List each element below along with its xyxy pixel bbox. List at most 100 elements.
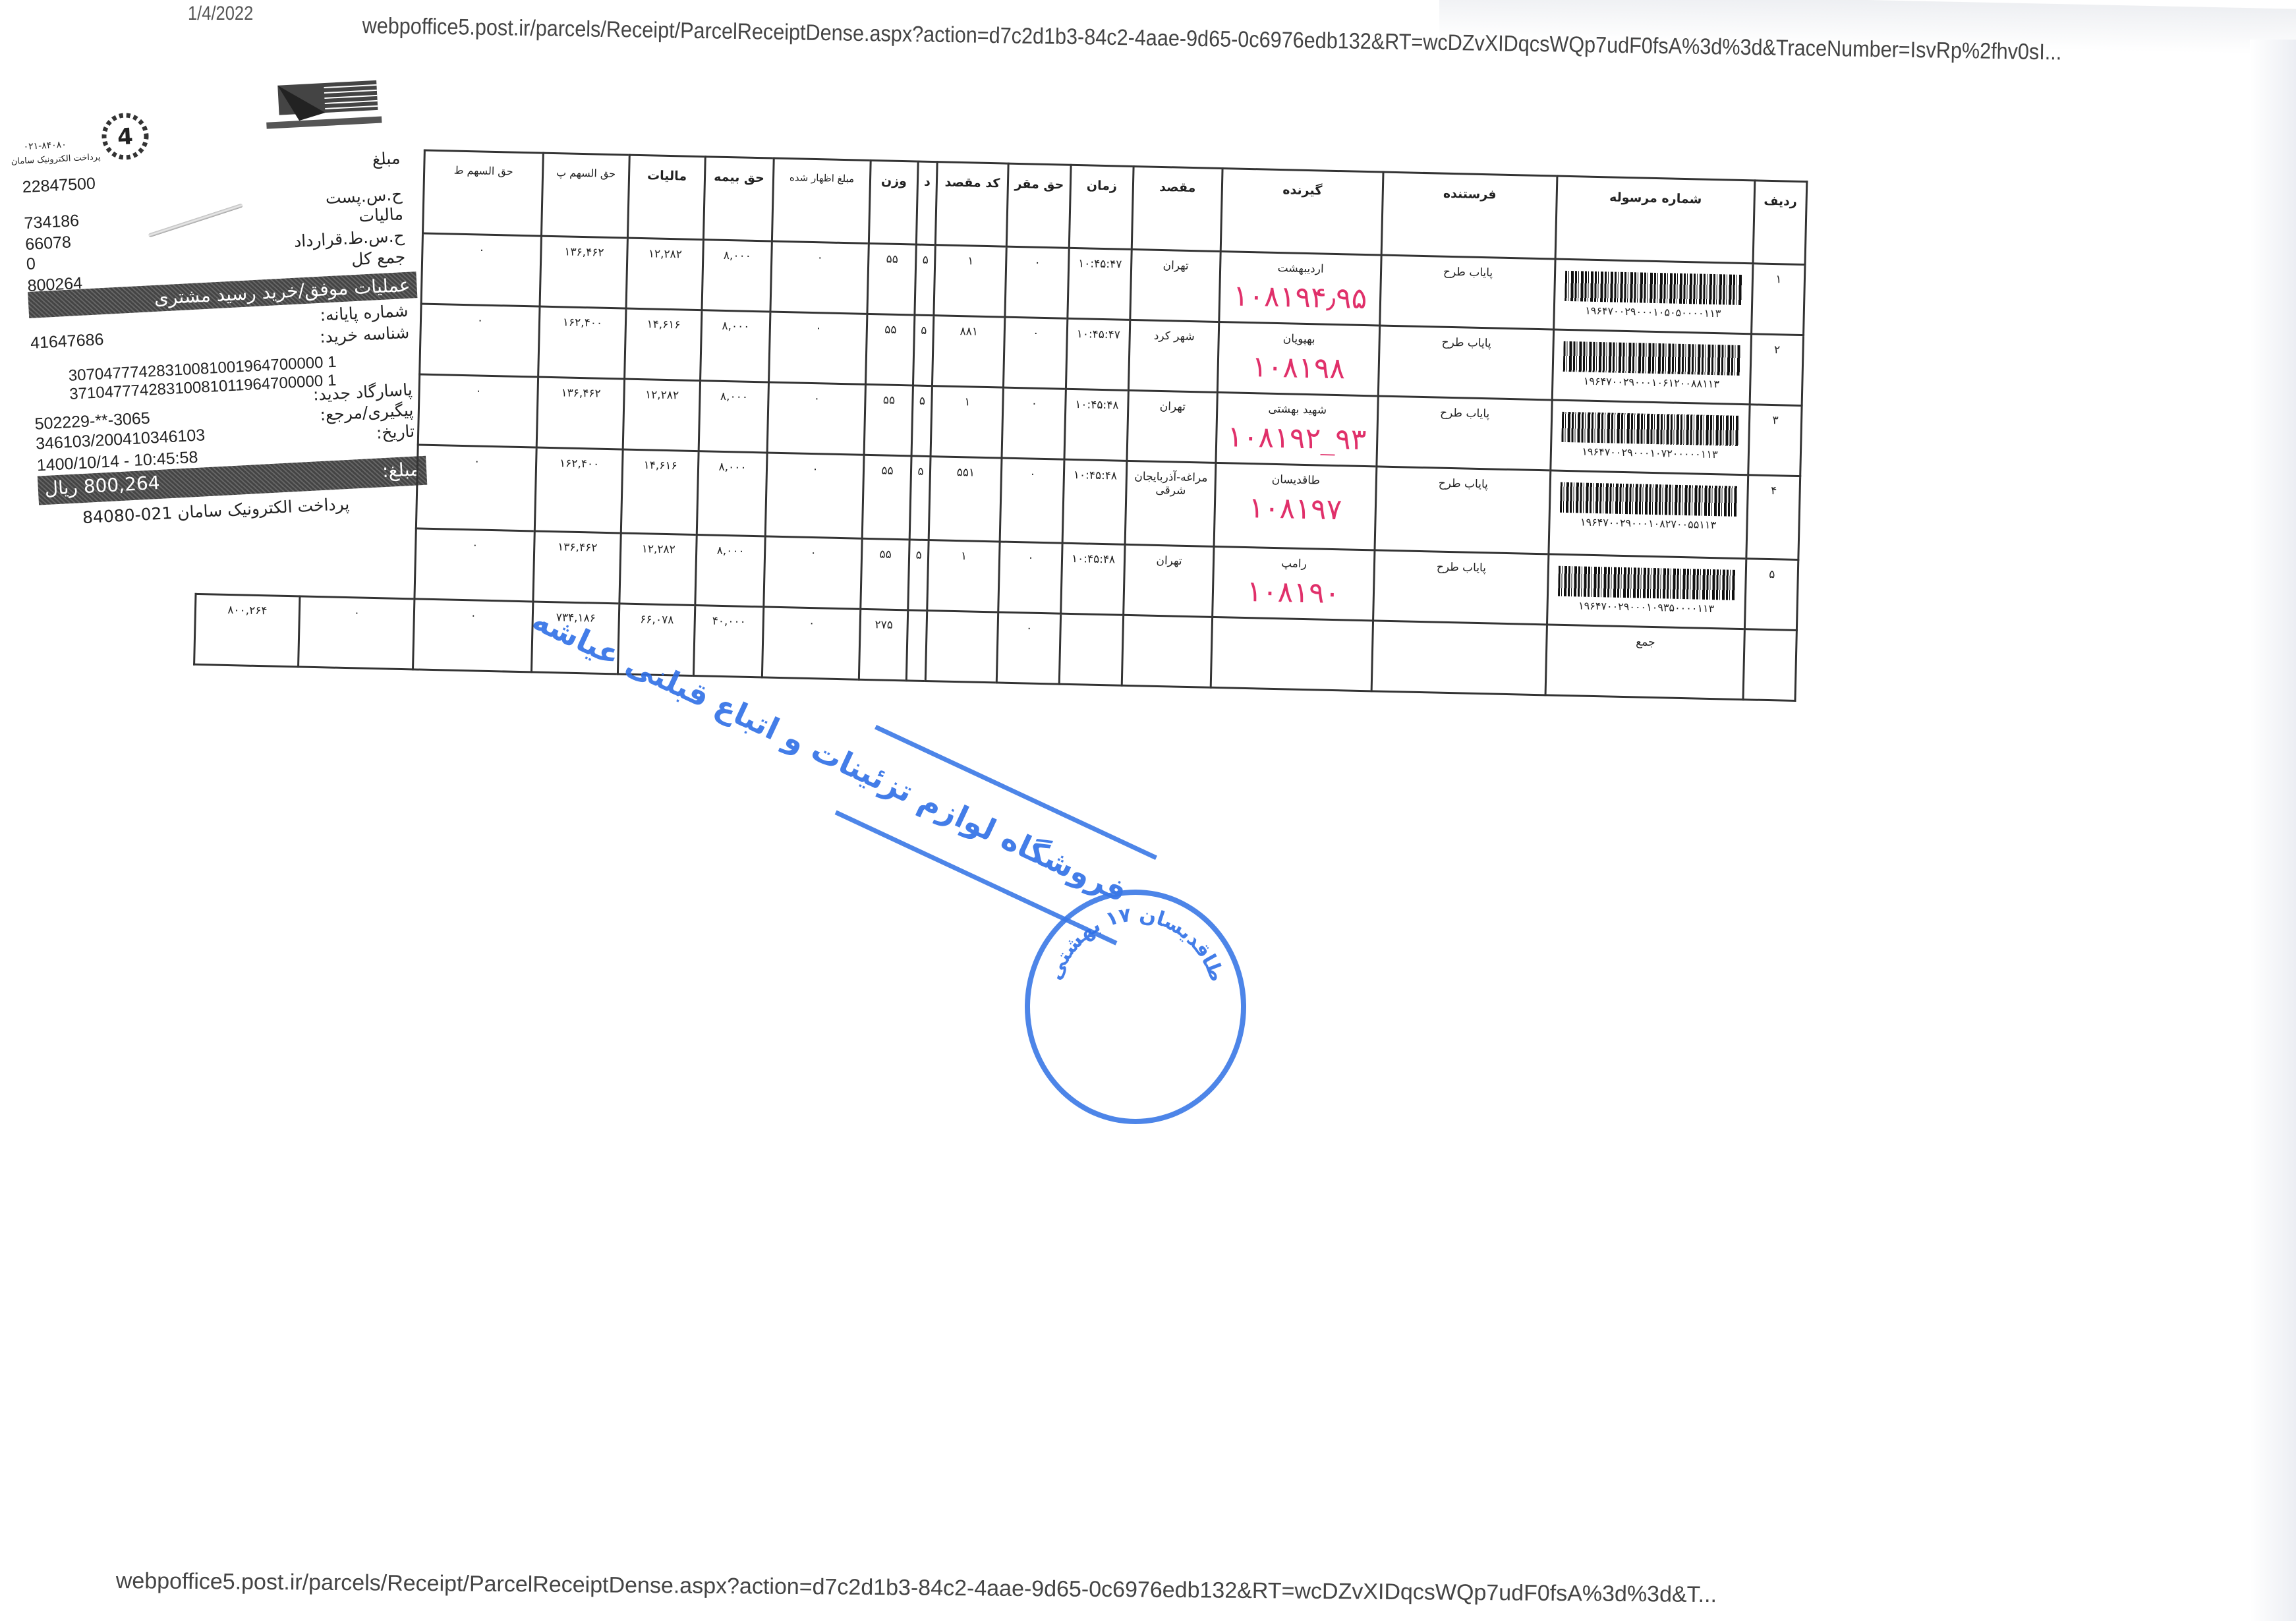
cell-destination: شهر کرد [1128,320,1219,393]
col-time: زمان [1069,165,1134,250]
col-d: د [916,161,938,245]
cell-d: ۵ [914,244,936,316]
total-weight: ۲۷۵ [859,609,908,681]
cell-maqar: ۰ [1004,246,1070,319]
blank [906,610,927,681]
col-sender: فرستنده [1381,172,1557,260]
cell-parcel-number: ۱۹۶۴۷۰۰۲۹۰۰۰۱۰۷۲۰۰۰۰۰۱۱۳ [1550,399,1750,475]
barcode-number: ۱۹۶۴۷۰۰۲۹۰۰۰۱۰۷۲۰۰۰۰۰۱۱۳ [1582,445,1718,461]
print-date: 1/4/2022 [188,3,254,24]
cell-time: ۱۰:۴۵:۴۸ [1060,543,1126,615]
cell-weight: ۵۵ [862,455,912,540]
cell-weight: ۵۵ [864,384,913,456]
blank [308,148,425,233]
blank [1742,629,1797,701]
cell-destination: تهران [1130,249,1221,322]
blank [303,372,419,445]
total-extra-1: ۰ [298,596,415,669]
cell-d: ۵ [907,539,929,611]
saman-logo-icon: 4 [101,113,149,160]
cell-sender: پایاب طرح [1376,395,1553,470]
cell-insurance: ۸,۰۰۰ [701,239,772,312]
barcode [1557,565,1736,600]
print-header: 1/4/2022 webpoffice5.post.ir/parcels/Rec… [0,0,2296,65]
cell-parcel-number: ۱۹۶۴۷۰۰۲۹۰۰۰۱۰۹۳۵۰۰۰۰۱۱۳ [1547,554,1746,629]
handwritten-note: ۱۰۸۱۹۷ [1248,491,1342,527]
svg-text:طاقدیسان ۱۷ بهشتی: طاقدیسان ۱۷ بهشتی [1043,903,1229,985]
cell-row-number: ۲ [1750,333,1804,406]
blank [202,229,308,302]
cell-share-p: ۱۶۲,۴۰۰ [538,306,627,380]
cell-receiver: اردیبهشت ۱۰۸۱۹۴٫۹۵ [1219,251,1382,326]
cell-destination: تهران [1123,544,1215,617]
blank [305,301,421,374]
cell-d: ۵ [913,314,934,386]
col-share-t: حق السهم ط [422,150,544,237]
round-stamp: طاقدیسان ۱۷ بهشتی [1025,890,1246,1124]
blank [199,369,304,442]
col-receiver: گیرنده [1220,168,1384,256]
cell-tax: ۱۲,۲۸۲ [619,532,697,606]
cell-sender: پایاب طرح [1378,326,1554,400]
cell-time: ۱۰:۴۵:۴۷ [1066,318,1130,391]
blank [300,526,416,599]
value-amount: 22847500 [22,174,96,197]
cell-sender: پایاب طرح [1373,550,1549,625]
receiver-name: شهید بهشتی [1268,402,1327,417]
seal-text: پرداخت الکترونیک سامان [11,152,101,167]
cell-share-p: ۱۳۶,۴۶۲ [536,377,625,450]
pos-receipt: 4 ۰۲۱-۸۴۰۸۰ پرداخت الکترونیک سامان مبلغ … [8,76,428,570]
cell-receiver: رامپ ۱۰۸۱۹۰ [1212,546,1375,621]
cell-sender: پایاب طرح [1374,466,1551,554]
value-tax: 66078 [24,233,72,254]
total-extra-2: ۸۰۰,۲۶۴ [194,594,300,667]
cell-share-p: ۱۶۲,۴۰۰ [534,447,623,533]
col-destination: مقصد [1132,166,1223,252]
cell-row-number: ۵ [1744,558,1798,631]
barcode-number: ۱۹۶۴۷۰۰۲۹۰۰۰۱۰۸۲۷۰۰۵۵۱۱۳ [1580,515,1717,532]
cell-weight: ۵۵ [867,243,917,315]
handwritten-note: ۱۰۸۱۹۸ [1251,350,1346,386]
cell-dest-code: ۵۵۱ [929,456,1002,542]
cell-parcel-number: ۱۹۶۴۷۰۰۲۹۰۰۰۱۰۸۲۷۰۰۵۵۱۱۳ [1548,470,1748,559]
blank [201,299,306,372]
cell-destination: مراغه-آذربایجان شرقی [1125,461,1216,547]
blank [1211,617,1373,691]
handwritten-note: ۱۰۸۱۹۰ [1246,575,1340,611]
scan-edge [2250,40,2296,1621]
barcode [1559,482,1738,517]
cell-row-number: ۳ [1748,404,1802,476]
cell-tax: ۱۲,۲۸۲ [623,379,701,451]
barcode [1563,341,1741,376]
total-label: جمع [1545,624,1745,700]
handwritten-note: ۱۰۸۱۹۴٫۹۵ [1232,279,1367,316]
cell-receiver: بهپویان ۱۰۸۱۹۸ [1217,322,1380,396]
cell-dest-code: ۱ [933,244,1007,318]
col-maqar: حق مقر [1006,163,1072,248]
cell-row-number: ۱ [1751,263,1805,335]
cell-insurance: ۸,۰۰۰ [700,310,770,383]
cell-parcel-number: ۱۹۶۴۷۰۰۲۹۰۰۰۱۰۶۱۲۰۰۸۸۱۱۳ [1552,329,1752,405]
total-share-t: ۰ [413,598,533,672]
cell-d: ۵ [911,385,933,457]
blank [196,523,301,596]
cell-time: ۱۰:۴۵:۴۸ [1064,389,1129,461]
col-weight: وزن [869,160,919,245]
cell-share-p: ۱۳۶,۴۶۲ [540,236,628,309]
barcode-number: ۱۹۶۴۷۰۰۲۹۰۰۰۱۰۹۳۵۰۰۰۰۱۱۳ [1578,599,1715,615]
cell-d: ۵ [909,455,931,540]
col-insurance: حق بیمه [703,156,774,242]
cell-declared: ۰ [765,452,865,539]
cell-declared: ۰ [770,241,869,314]
cell-insurance: ۸,۰۰۰ [699,380,769,453]
col-dest-code: کد مقصد [935,161,1009,247]
cell-tax: ۱۲,۲۸۲ [626,238,704,310]
cell-sender: پایاب طرح [1379,255,1556,330]
col-tax: مالیات [627,155,706,240]
cell-dest-code: ۸۸۱ [932,315,1005,388]
col-share-p: حق السهم پ [541,153,630,239]
cell-maqar: ۰ [1000,458,1064,544]
cell-declared: ۰ [767,382,866,455]
col-declared: مبلغ اظهار شده [772,158,871,244]
total-maqar: ۰ [996,611,1061,685]
